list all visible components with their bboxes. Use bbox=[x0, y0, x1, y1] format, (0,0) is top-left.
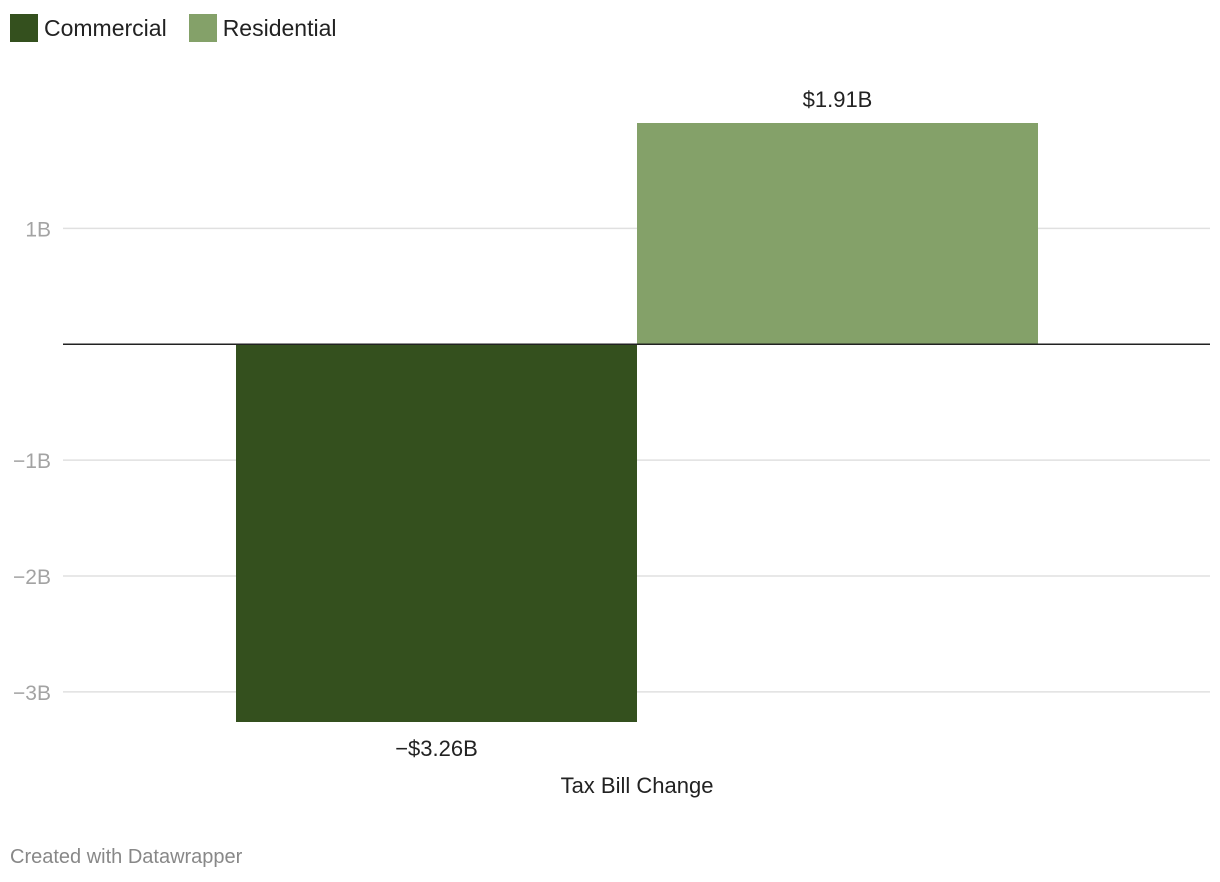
y-tick-label: −1B bbox=[13, 450, 51, 473]
y-tick-label: 1B bbox=[25, 218, 51, 241]
legend-item-commercial: Commercial bbox=[10, 14, 167, 42]
data-label-residential: $1.91B bbox=[803, 87, 873, 112]
bars-layer bbox=[236, 123, 1038, 722]
legend-label-residential: Residential bbox=[222, 15, 337, 41]
bar-chart: 1B −1B −2B −3B −$3.26B $1.91B Tax Bill Change bbox=[13, 87, 1210, 798]
legend-swatch-residential bbox=[188, 14, 217, 42]
bar-residential bbox=[637, 123, 1038, 345]
legend: Commercial Residential bbox=[10, 14, 336, 42]
legend-label-commercial: Commercial bbox=[44, 15, 167, 41]
data-label-commercial: −$3.26B bbox=[395, 736, 478, 761]
y-tick-label: −2B bbox=[13, 566, 51, 589]
y-tick-label: −3B bbox=[13, 682, 51, 705]
x-category-label: Tax Bill Change bbox=[561, 773, 714, 798]
legend-swatch-commercial bbox=[10, 14, 38, 42]
footer-credit: Created with Datawrapper bbox=[10, 846, 243, 868]
labels-layer: −$3.26B $1.91B Tax Bill Change bbox=[63, 87, 1210, 798]
legend-item-residential: Residential bbox=[188, 14, 337, 42]
bar-commercial bbox=[236, 344, 637, 722]
